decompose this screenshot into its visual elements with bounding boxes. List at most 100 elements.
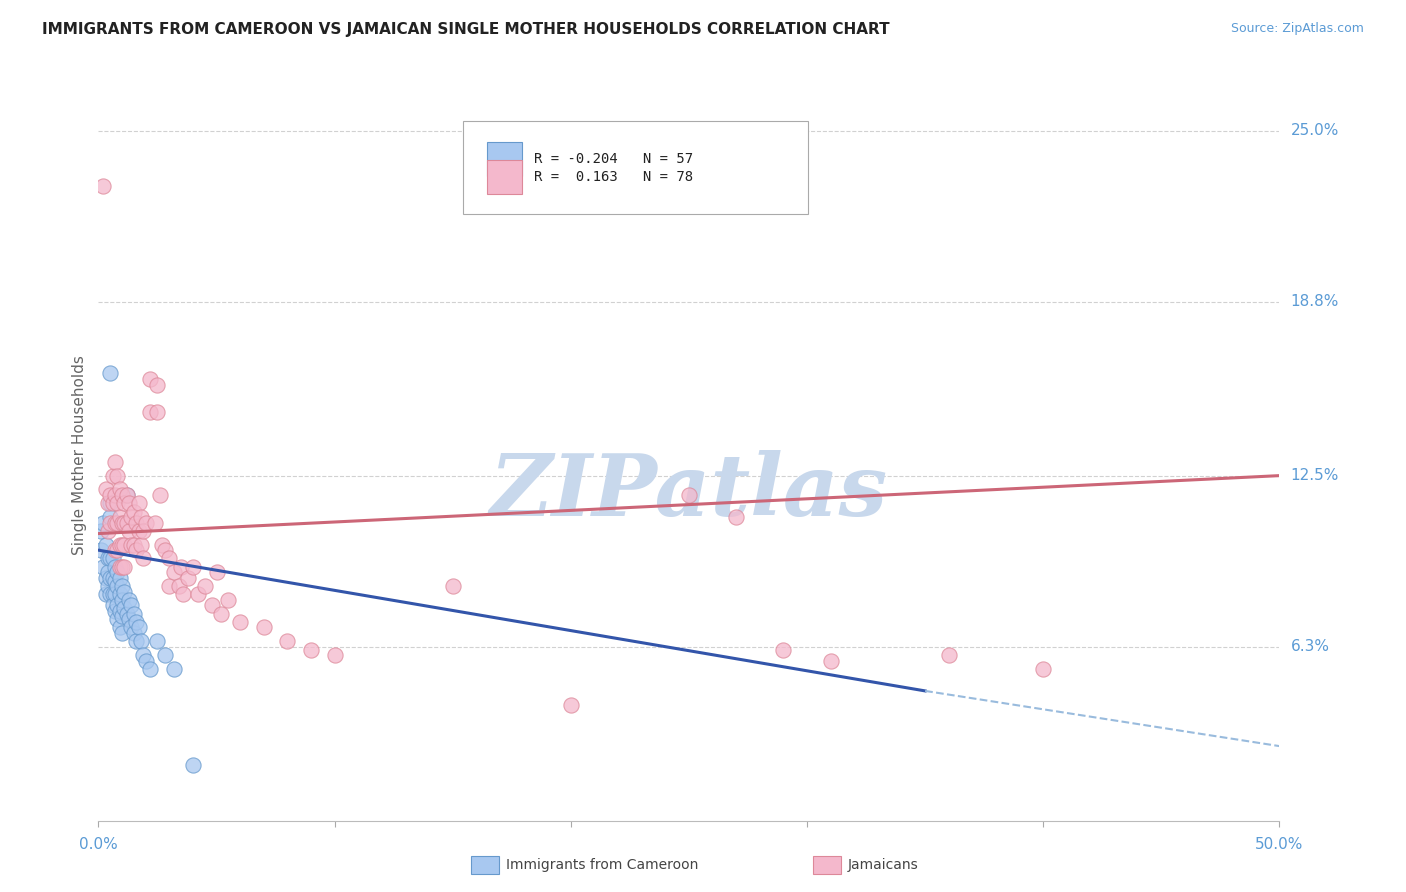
Point	[146, 634, 169, 648]
Point	[105, 566, 128, 580]
Point	[121, 620, 143, 634]
Point	[115, 607, 138, 621]
Point	[105, 496, 128, 510]
Point	[820, 654, 842, 668]
Text: 50.0%: 50.0%	[1256, 838, 1303, 853]
Point	[101, 587, 124, 601]
Point	[146, 405, 169, 419]
Point	[128, 620, 150, 634]
Point	[129, 510, 152, 524]
Point	[91, 516, 114, 530]
Point	[90, 543, 112, 558]
Point	[101, 571, 124, 585]
Point	[122, 538, 145, 552]
Point	[111, 488, 134, 502]
Point	[441, 579, 464, 593]
Point	[112, 559, 135, 574]
Point	[170, 559, 193, 574]
Point	[118, 592, 141, 607]
Point	[299, 642, 322, 657]
Point	[105, 543, 128, 558]
Point	[115, 488, 138, 502]
Point	[104, 574, 127, 588]
Point	[90, 524, 112, 538]
Point	[98, 367, 121, 381]
Point	[91, 178, 114, 193]
Text: 18.8%: 18.8%	[1291, 294, 1339, 310]
Text: Jamaicans: Jamaicans	[848, 858, 918, 872]
Point	[111, 559, 134, 574]
Point	[112, 516, 135, 530]
Point	[111, 538, 134, 552]
Point	[97, 566, 120, 580]
Point	[104, 516, 127, 530]
Point	[167, 579, 190, 593]
Point	[98, 571, 121, 585]
Point	[181, 559, 204, 574]
Point	[157, 551, 180, 566]
Point	[98, 551, 121, 566]
Point	[121, 510, 143, 524]
Text: IMMIGRANTS FROM CAMEROON VS JAMAICAN SINGLE MOTHER HOUSEHOLDS CORRELATION CHART: IMMIGRANTS FROM CAMEROON VS JAMAICAN SIN…	[42, 22, 890, 37]
Point	[94, 538, 117, 552]
Point	[125, 543, 148, 558]
Point	[122, 626, 145, 640]
Point	[217, 592, 239, 607]
Point	[105, 612, 128, 626]
Point	[163, 662, 186, 676]
Text: 6.3%: 6.3%	[1291, 640, 1330, 654]
Point	[105, 516, 128, 530]
Point	[101, 551, 124, 566]
Point	[121, 538, 143, 552]
Point	[97, 524, 120, 538]
Point	[163, 566, 186, 580]
Point	[108, 604, 131, 618]
Point	[187, 587, 209, 601]
Point	[725, 510, 748, 524]
Point	[172, 587, 194, 601]
Point	[209, 607, 232, 621]
Text: Immigrants from Cameroon: Immigrants from Cameroon	[506, 858, 699, 872]
Point	[105, 579, 128, 593]
Point	[108, 571, 131, 585]
Point	[153, 543, 176, 558]
Point	[560, 698, 582, 712]
Point	[118, 612, 141, 626]
Point	[146, 377, 169, 392]
Point	[122, 504, 145, 518]
Point	[108, 559, 131, 574]
Point	[111, 579, 134, 593]
Point	[108, 620, 131, 634]
Point	[97, 496, 120, 510]
Y-axis label: Single Mother Households: Single Mother Households	[72, 355, 87, 555]
Point	[121, 599, 143, 613]
Point	[125, 516, 148, 530]
Point	[108, 538, 131, 552]
Text: 25.0%: 25.0%	[1291, 123, 1339, 138]
Point	[104, 559, 127, 574]
Point	[129, 538, 152, 552]
Point	[135, 516, 157, 530]
Point	[108, 587, 131, 601]
Point	[104, 455, 127, 469]
Point	[201, 599, 224, 613]
Point	[94, 483, 117, 497]
Point	[276, 634, 298, 648]
Point	[97, 579, 120, 593]
Point	[111, 592, 134, 607]
Point	[229, 615, 252, 629]
Point	[128, 524, 150, 538]
Point	[150, 538, 173, 552]
Point	[104, 604, 127, 618]
Point	[135, 654, 157, 668]
Point	[125, 634, 148, 648]
Point	[112, 538, 135, 552]
Text: R = -0.204   N = 57: R = -0.204 N = 57	[534, 152, 693, 166]
Point	[104, 488, 127, 502]
Point	[111, 626, 134, 640]
Text: 0.0%: 0.0%	[79, 838, 118, 853]
Text: R =  0.163   N = 78: R = 0.163 N = 78	[534, 169, 693, 184]
Point	[108, 483, 131, 497]
Point	[139, 405, 162, 419]
Point	[253, 620, 276, 634]
